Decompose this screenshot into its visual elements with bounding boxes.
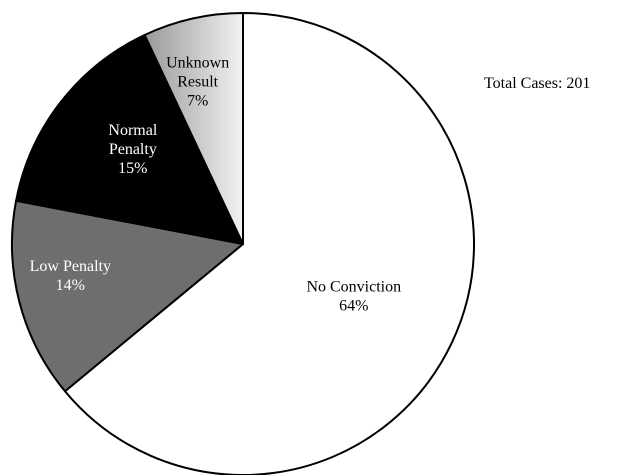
- pie-label-low-penalty: Low Penalty 14%: [30, 258, 111, 294]
- pie-slices: [11, 12, 475, 475]
- pie-label-no-conviction: No Conviction 64%: [306, 279, 401, 315]
- pie-slice-no-conviction: [64, 12, 475, 475]
- pie-slice-normal: [15, 33, 244, 245]
- total-cases-annotation: Total Cases: 201: [484, 75, 590, 92]
- pie-label-normal: Normal Penalty 15%: [108, 122, 157, 177]
- pie-label-unknown: Unknown Result 7%: [166, 55, 229, 110]
- pie-labels: No Conviction 64% Low Penalty 14% Normal Pena…: [30, 55, 401, 315]
- pie-slice-unknown: [143, 12, 244, 245]
- pie-slice-low-penalty: [11, 199, 244, 393]
